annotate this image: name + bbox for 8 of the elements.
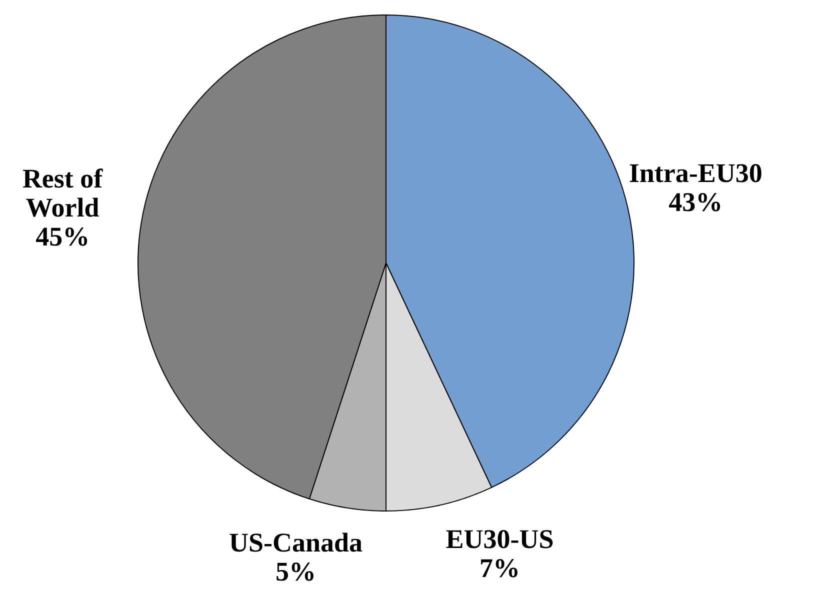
slice-label: Rest of World — [22, 164, 104, 223]
data-label: 45% — [36, 222, 90, 252]
data-label: 43% — [668, 187, 723, 218]
data-label: 7% — [480, 552, 520, 583]
slice-label: US-Canada — [229, 527, 364, 558]
slice-label: Intra-EU30 — [628, 158, 762, 188]
data-label: 5% — [276, 556, 316, 586]
slice-label: EU30-US — [446, 524, 554, 554]
